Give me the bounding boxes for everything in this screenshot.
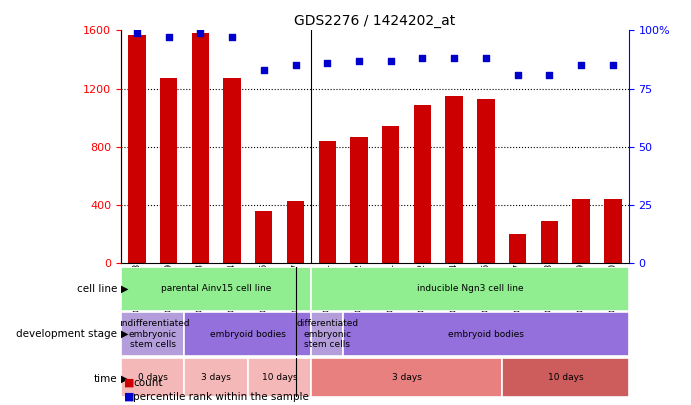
Bar bbox=[223, 79, 240, 263]
Point bbox=[227, 34, 238, 40]
Point bbox=[448, 55, 460, 62]
Text: ■: ■ bbox=[124, 378, 135, 388]
Bar bbox=[184, 312, 312, 356]
Text: GSM85006: GSM85006 bbox=[259, 263, 268, 312]
Text: development stage: development stage bbox=[17, 329, 117, 339]
Bar bbox=[572, 199, 590, 263]
Text: GSM85022: GSM85022 bbox=[354, 263, 363, 312]
Bar bbox=[382, 126, 399, 263]
Point bbox=[131, 30, 142, 36]
Bar bbox=[502, 358, 629, 397]
Point bbox=[480, 55, 491, 62]
Bar bbox=[446, 96, 463, 263]
Point bbox=[576, 62, 587, 68]
Point bbox=[385, 58, 396, 64]
Point bbox=[417, 55, 428, 62]
Bar bbox=[604, 199, 622, 263]
Bar bbox=[191, 33, 209, 263]
Text: inducible Ngn3 cell line: inducible Ngn3 cell line bbox=[417, 284, 523, 293]
Point bbox=[290, 62, 301, 68]
Bar bbox=[312, 358, 502, 397]
Text: GSM85018: GSM85018 bbox=[545, 263, 554, 312]
Text: GSM85016: GSM85016 bbox=[482, 263, 491, 312]
Text: ▶: ▶ bbox=[121, 329, 129, 339]
Bar bbox=[287, 200, 304, 263]
Bar bbox=[477, 99, 495, 263]
Bar bbox=[248, 358, 312, 397]
Point bbox=[322, 60, 333, 66]
Point bbox=[163, 34, 174, 40]
Text: GSM85021: GSM85021 bbox=[323, 263, 332, 312]
Bar bbox=[343, 312, 629, 356]
Text: percentile rank within the sample: percentile rank within the sample bbox=[133, 392, 310, 402]
Text: GSM85024: GSM85024 bbox=[227, 263, 236, 312]
Text: GSM85008: GSM85008 bbox=[132, 263, 141, 312]
Point bbox=[544, 71, 555, 78]
Text: 10 days: 10 days bbox=[547, 373, 583, 382]
Point bbox=[512, 71, 523, 78]
Point bbox=[607, 62, 618, 68]
Title: GDS2276 / 1424202_at: GDS2276 / 1424202_at bbox=[294, 14, 455, 28]
Bar bbox=[541, 221, 558, 263]
Bar bbox=[121, 358, 184, 397]
Text: GSM85007: GSM85007 bbox=[291, 263, 300, 312]
Text: 10 days: 10 days bbox=[262, 373, 297, 382]
Bar bbox=[121, 312, 184, 356]
Bar bbox=[414, 104, 431, 263]
Text: ■: ■ bbox=[124, 392, 135, 402]
Text: differentiated
embryonic
stem cells: differentiated embryonic stem cells bbox=[296, 319, 359, 349]
Text: GSM85012: GSM85012 bbox=[418, 263, 427, 312]
Point bbox=[195, 30, 206, 36]
Bar bbox=[160, 79, 178, 263]
Text: GSM85011: GSM85011 bbox=[386, 263, 395, 312]
Text: ▶: ▶ bbox=[121, 284, 129, 294]
Bar bbox=[312, 267, 629, 311]
Text: embryoid bodies: embryoid bodies bbox=[210, 330, 286, 339]
Text: GSM85020: GSM85020 bbox=[609, 263, 618, 312]
Bar bbox=[184, 358, 248, 397]
Bar bbox=[312, 312, 343, 356]
Text: 3 days: 3 days bbox=[392, 373, 422, 382]
Bar bbox=[121, 267, 312, 311]
Text: time: time bbox=[94, 374, 117, 384]
Text: GSM85014: GSM85014 bbox=[450, 263, 459, 312]
Bar bbox=[128, 35, 146, 263]
Text: ▶: ▶ bbox=[121, 374, 129, 384]
Bar bbox=[255, 211, 272, 263]
Text: GSM85009: GSM85009 bbox=[164, 263, 173, 312]
Text: embryoid bodies: embryoid bodies bbox=[448, 330, 524, 339]
Bar bbox=[350, 136, 368, 263]
Bar bbox=[319, 141, 336, 263]
Text: GSM85023: GSM85023 bbox=[196, 263, 205, 312]
Text: GSM85017: GSM85017 bbox=[513, 263, 522, 312]
Text: undifferentiated
embryonic
stem cells: undifferentiated embryonic stem cells bbox=[116, 319, 189, 349]
Text: count: count bbox=[133, 378, 163, 388]
Text: cell line: cell line bbox=[77, 284, 117, 294]
Text: 3 days: 3 days bbox=[201, 373, 231, 382]
Text: 0 days: 0 days bbox=[138, 373, 168, 382]
Point bbox=[354, 58, 365, 64]
Text: GSM85019: GSM85019 bbox=[577, 263, 586, 312]
Point bbox=[258, 67, 269, 73]
Bar bbox=[509, 234, 527, 263]
Text: parental Ainv15 cell line: parental Ainv15 cell line bbox=[161, 284, 272, 293]
